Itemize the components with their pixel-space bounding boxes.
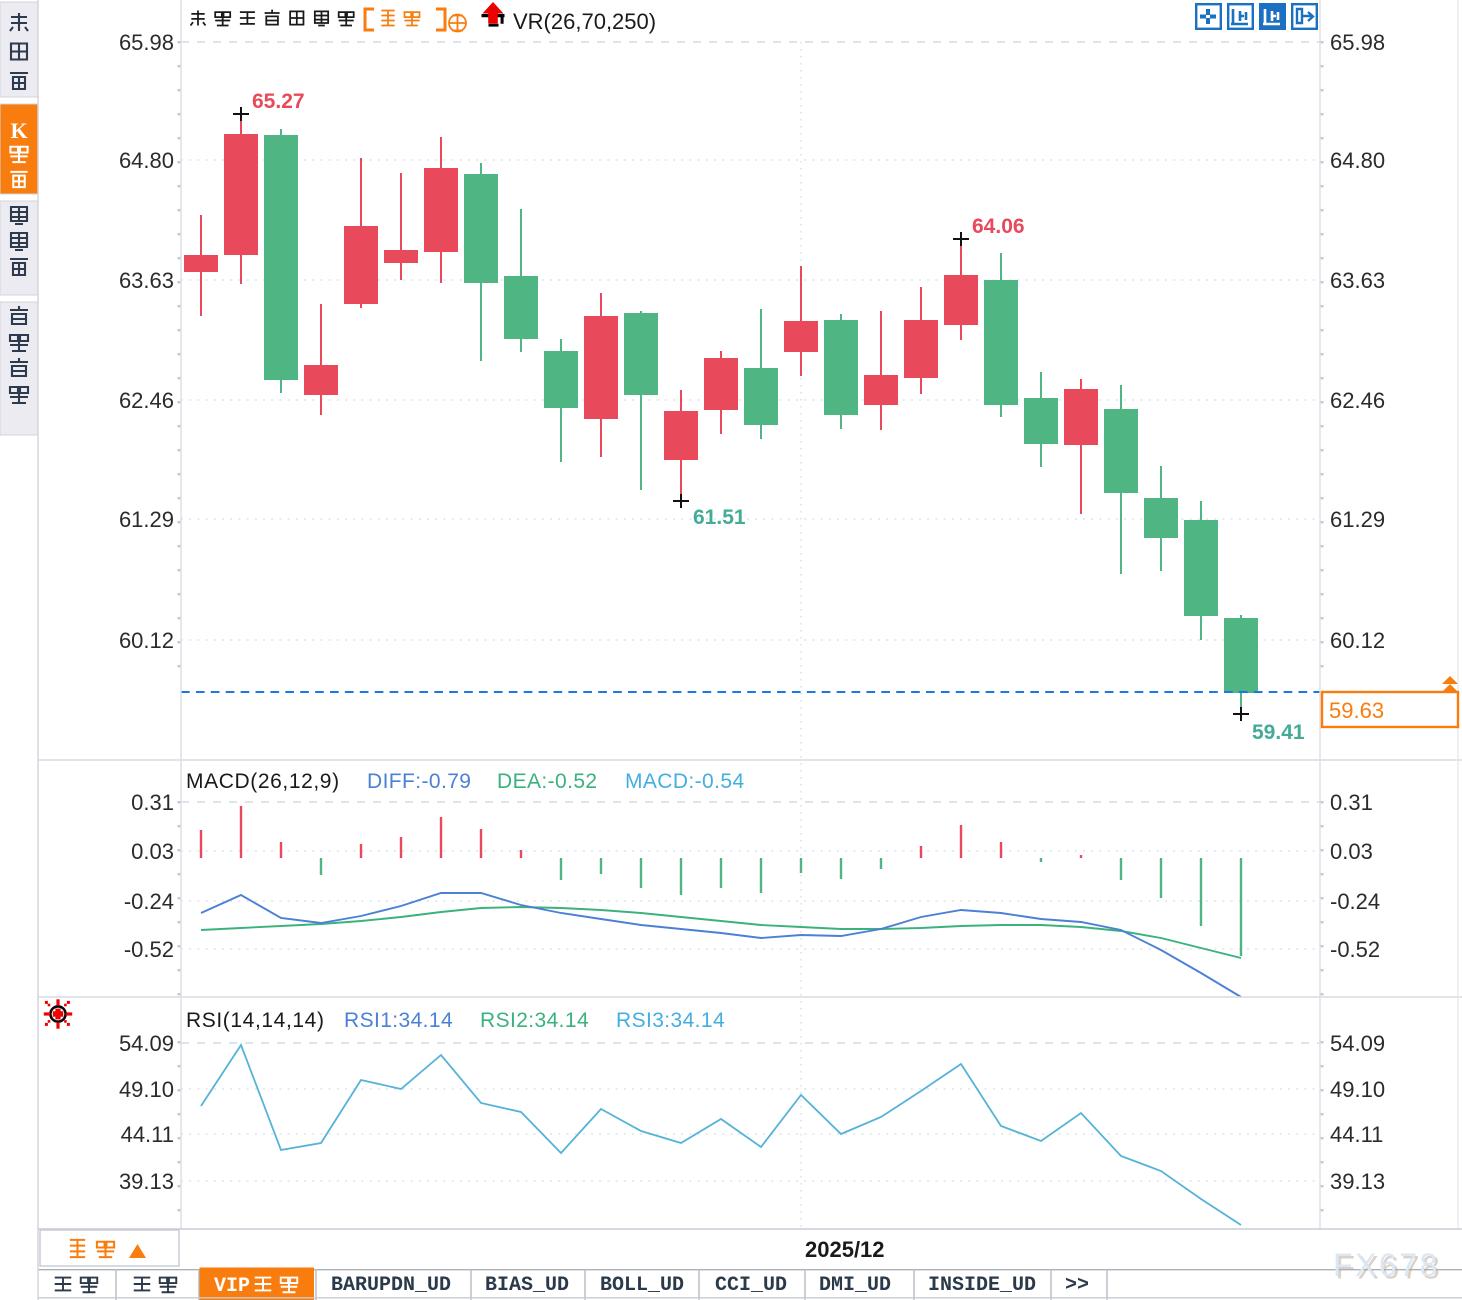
- svg-text:RSI1:34.14: RSI1:34.14: [344, 1009, 453, 1032]
- svg-text:FX678: FX678: [1336, 1250, 1443, 1286]
- svg-text:60.12: 60.12: [1330, 628, 1385, 653]
- svg-text:DMI_UD: DMI_UD: [819, 1274, 891, 1297]
- svg-text:65.27: 65.27: [252, 90, 305, 113]
- svg-text:-0.24: -0.24: [1330, 889, 1380, 914]
- svg-text:59.63: 59.63: [1329, 698, 1384, 723]
- svg-text:63.63: 63.63: [119, 268, 174, 293]
- svg-text:49.10: 49.10: [119, 1077, 174, 1102]
- svg-text:CCI_UD: CCI_UD: [715, 1274, 787, 1297]
- svg-text:39.13: 39.13: [1330, 1169, 1385, 1194]
- svg-text:54.09: 54.09: [1330, 1031, 1385, 1056]
- svg-text:RSI2:34.14: RSI2:34.14: [480, 1009, 589, 1032]
- svg-text:MACD:-0.54: MACD:-0.54: [625, 770, 745, 793]
- svg-text:INSIDE_UD: INSIDE_UD: [928, 1274, 1036, 1297]
- svg-text:2025/12: 2025/12: [805, 1237, 885, 1262]
- svg-text:61.51: 61.51: [693, 506, 746, 529]
- svg-text:-0.24: -0.24: [124, 889, 174, 914]
- svg-text:BOLL_UD: BOLL_UD: [600, 1274, 684, 1297]
- svg-text:39.13: 39.13: [119, 1169, 174, 1194]
- svg-text:62.46: 62.46: [1330, 388, 1385, 413]
- svg-text:49.10: 49.10: [1330, 1077, 1385, 1102]
- svg-text:0.03: 0.03: [131, 839, 174, 864]
- svg-text:-0.52: -0.52: [1330, 937, 1380, 962]
- svg-text:BARUPDN_UD: BARUPDN_UD: [331, 1274, 451, 1297]
- svg-text:RSI3:34.14: RSI3:34.14: [616, 1009, 725, 1032]
- svg-text:44.11: 44.11: [121, 1122, 174, 1147]
- svg-text:RSI(14,14,14): RSI(14,14,14): [186, 1009, 325, 1032]
- svg-text:64.80: 64.80: [119, 148, 174, 173]
- svg-text:DIFF:-0.79: DIFF:-0.79: [367, 770, 471, 793]
- svg-text:VR(26,70,250): VR(26,70,250): [513, 9, 656, 34]
- svg-text:63.63: 63.63: [1330, 268, 1385, 293]
- svg-text:FX678: FX678: [1333, 1247, 1440, 1283]
- svg-text:-0.52: -0.52: [124, 937, 174, 962]
- svg-text:K: K: [10, 118, 27, 143]
- svg-text:0.03: 0.03: [1330, 839, 1373, 864]
- svg-text:61.29: 61.29: [1330, 507, 1385, 532]
- svg-text:>>: >>: [1065, 1274, 1089, 1297]
- svg-text:60.12: 60.12: [119, 628, 174, 653]
- svg-text:MACD(26,12,9): MACD(26,12,9): [186, 770, 340, 793]
- svg-text:59.41: 59.41: [1252, 721, 1305, 744]
- svg-text:VIP: VIP: [214, 1275, 250, 1298]
- svg-text:65.98: 65.98: [119, 30, 174, 55]
- svg-text:64.80: 64.80: [1330, 148, 1385, 173]
- svg-text:64.06: 64.06: [972, 215, 1025, 238]
- svg-text:0.31: 0.31: [131, 790, 174, 815]
- svg-text:61.29: 61.29: [119, 507, 174, 532]
- svg-text:65.98: 65.98: [1330, 30, 1385, 55]
- svg-text:BIAS_UD: BIAS_UD: [485, 1274, 569, 1297]
- svg-text:54.09: 54.09: [119, 1031, 174, 1056]
- svg-text:DEA:-0.52: DEA:-0.52: [497, 770, 597, 793]
- svg-text:0.31: 0.31: [1330, 790, 1373, 815]
- svg-text:62.46: 62.46: [119, 388, 174, 413]
- svg-text:44.11: 44.11: [1330, 1122, 1383, 1147]
